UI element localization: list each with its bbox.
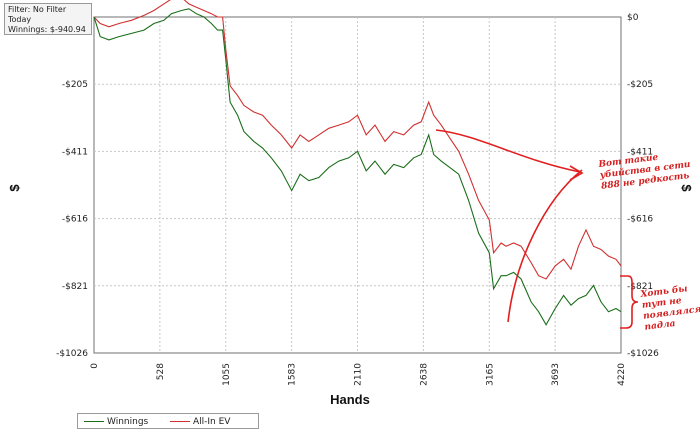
x-tick-label: 2638 (419, 363, 429, 386)
x-tick-label: 3693 (551, 363, 561, 386)
arrow-line-1 (435, 129, 581, 173)
annotation-note-2: Хоть бы тут не появлялся, падла (640, 284, 700, 333)
y-tick-label-right: $0 (627, 13, 639, 23)
curly-brace (620, 275, 639, 329)
filter-label: Filter: No Filter (8, 5, 67, 14)
legend-item-allin-ev: All-In EV (170, 416, 230, 428)
x-tick-label: 528 (156, 363, 166, 380)
x-tick-label: 3165 (485, 363, 495, 386)
legend-label-allin-ev: All-In EV (193, 417, 231, 427)
legend: Winnings All-In EV (77, 413, 259, 429)
y-axis-label-right: $ (679, 184, 694, 192)
y-tick-label-right: -$205 (627, 80, 653, 90)
y-axis-label-left: $ (7, 184, 22, 192)
series-line-all-in-ev (93, 0, 622, 280)
legend-label-winnings: Winnings (107, 417, 149, 427)
series-line-winnings (93, 8, 622, 326)
x-tick-label: 1055 (222, 363, 232, 386)
y-tick-label-right: -$411 (627, 147, 653, 157)
y-tick-label-right: -$821 (627, 282, 653, 292)
y-axis-left-ticks: $0-$205-$411-$616-$821-$1026 (56, 13, 88, 359)
annotation-arrows (435, 129, 639, 329)
series-lines (93, 0, 622, 326)
y-tick-label-left: -$1026 (56, 349, 88, 359)
x-tick-label: 0 (90, 363, 100, 369)
filter-info-box: Filter: No Filter Today Winnings: $-940.… (4, 3, 92, 35)
x-axis-ticks: 0 528 1055 1583 2110 2638 3165 3693 4220 (90, 363, 627, 386)
x-tick-label: 4220 (617, 363, 627, 386)
legend-swatch-winnings (84, 421, 104, 422)
period-label: Today (8, 15, 32, 24)
y-tick-label-left: -$821 (62, 282, 88, 292)
y-tick-label-right: -$1026 (627, 349, 659, 359)
x-tick-label: 2110 (354, 363, 364, 386)
y-axis-right-ticks: $0 -$205 -$411 -$616 -$821 -$1026 (627, 13, 659, 359)
y-tick-label-left: -$205 (62, 80, 88, 90)
x-tick-label: 1583 (288, 363, 298, 386)
x-axis-label: Hands (330, 392, 370, 407)
y-tick-label-right: -$616 (627, 215, 653, 225)
y-tick-label-left: -$616 (62, 215, 88, 225)
grid-lines (94, 17, 621, 353)
y-tick-label-left: -$411 (62, 147, 88, 157)
arrow-line-2 (507, 169, 583, 323)
legend-swatch-allin-ev (170, 421, 190, 422)
winnings-label: Winnings: $-940.94 (8, 25, 86, 34)
legend-item-winnings: Winnings (84, 416, 148, 428)
